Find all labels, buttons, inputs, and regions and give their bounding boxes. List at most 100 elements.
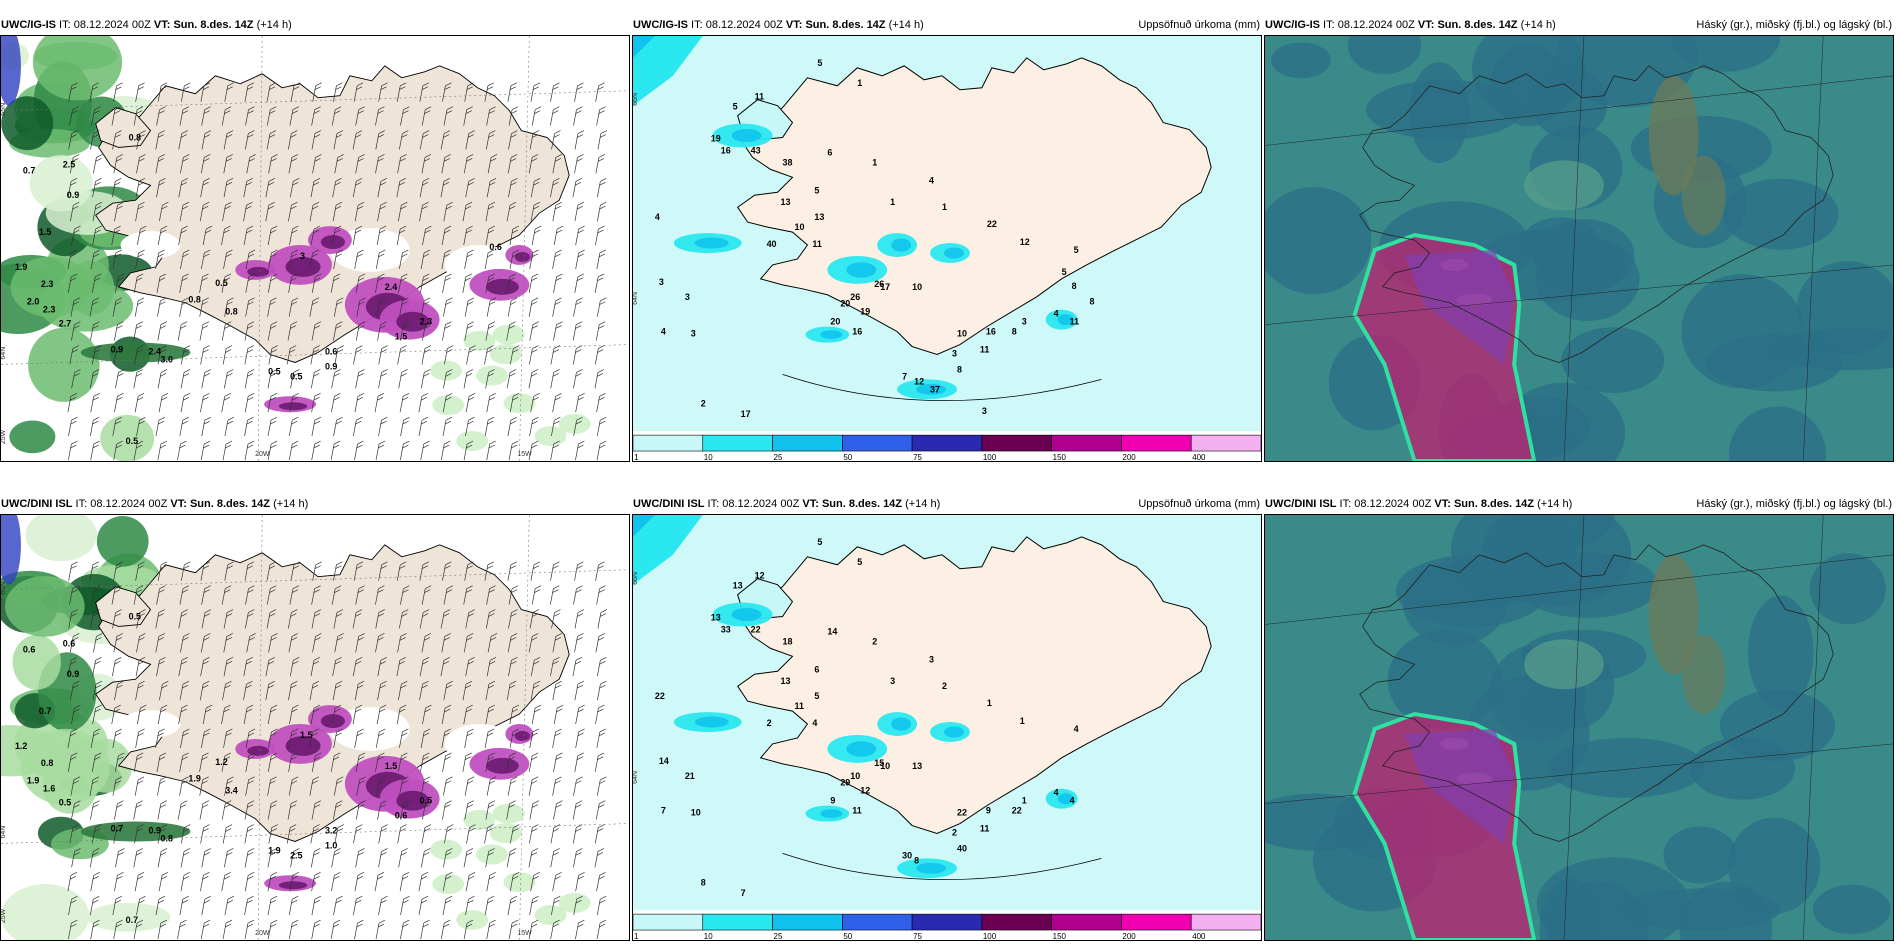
wind-barb-flag bbox=[270, 297, 277, 302]
wind-barb bbox=[440, 660, 445, 677]
wind-barb bbox=[573, 851, 577, 868]
wind-barb-flag bbox=[575, 349, 582, 353]
wind-barb bbox=[596, 300, 601, 317]
wind-barb-flag bbox=[247, 589, 254, 593]
wind-barb-flag bbox=[270, 349, 277, 353]
wind-barb bbox=[486, 444, 491, 461]
wind-barb-flag bbox=[376, 396, 384, 401]
wind-barb-flag bbox=[423, 273, 430, 278]
wind-barb bbox=[528, 157, 533, 174]
wind-barb-flag bbox=[509, 752, 516, 757]
wind-barb-flag bbox=[598, 824, 605, 828]
wind-barb bbox=[443, 779, 447, 796]
wind-barb-flag bbox=[292, 919, 299, 924]
wind-barb bbox=[156, 660, 160, 677]
wind-barb-flag bbox=[313, 613, 321, 617]
wind-barb-flag bbox=[292, 565, 300, 570]
wind-barb-flag bbox=[92, 804, 99, 808]
wind-barb bbox=[485, 133, 490, 150]
wind-barb bbox=[550, 348, 555, 365]
wind-barb-flag bbox=[445, 589, 453, 593]
wind-barb-flag bbox=[489, 919, 496, 924]
wind-barb bbox=[442, 396, 447, 413]
wind-barb bbox=[309, 300, 314, 317]
wind-barb-flag bbox=[487, 756, 494, 761]
wind-barb bbox=[180, 348, 185, 365]
wind-barb-flag bbox=[181, 178, 188, 182]
wind-barb-flag bbox=[71, 609, 78, 613]
wind-barb-flag bbox=[292, 852, 299, 856]
wind-barb-flag bbox=[379, 660, 386, 665]
wind-barb-flag bbox=[379, 205, 386, 210]
wind-barb bbox=[443, 109, 448, 126]
wind-barb-flag bbox=[422, 277, 429, 282]
wind-barb-flag bbox=[467, 420, 474, 425]
wind-barb-flag bbox=[226, 565, 233, 570]
wind-barb-flag bbox=[380, 565, 387, 570]
wind-barb bbox=[244, 372, 249, 389]
wind-barb-flag bbox=[356, 178, 363, 182]
wind-barb bbox=[113, 348, 118, 365]
wind-barb-flag bbox=[422, 82, 429, 87]
wind-barb bbox=[397, 636, 401, 653]
wind-barb-flag bbox=[599, 872, 606, 876]
wind-barb-flag bbox=[335, 732, 342, 737]
wind-barb-flag bbox=[72, 301, 80, 306]
wind-barb bbox=[420, 252, 425, 269]
wind-barb-flag bbox=[289, 828, 296, 832]
wind-barb-flag bbox=[115, 158, 123, 162]
wind-barb bbox=[594, 755, 599, 772]
wind-barb-flag bbox=[313, 110, 320, 114]
wind-barb bbox=[111, 181, 116, 198]
wind-barb-flag bbox=[204, 106, 211, 110]
wind-barb-flag bbox=[400, 561, 407, 566]
wind-barb-flag bbox=[531, 349, 538, 353]
wind-barb bbox=[330, 923, 335, 940]
map-area: 5 5 12 13 13 33 22 18 13 6 14 11 5 4 2 3 3 2 2 15 29 22 14 21 7 1… bbox=[632, 514, 1262, 941]
wind-barb bbox=[156, 755, 161, 772]
wind-barb-flag bbox=[291, 154, 299, 158]
wind-barb-flag bbox=[597, 277, 604, 282]
wind-barb-flag bbox=[161, 393, 169, 397]
wind-barb-flag bbox=[92, 253, 100, 258]
wind-barb bbox=[243, 708, 248, 725]
precip-value: 0.5 bbox=[420, 796, 432, 806]
wind-barb-flag bbox=[314, 609, 322, 613]
wind-barb bbox=[553, 755, 557, 772]
wind-barb-flag bbox=[158, 895, 166, 900]
wind-barb-flag bbox=[576, 565, 583, 570]
wind-barb bbox=[464, 731, 468, 748]
wind-barb-flag bbox=[380, 178, 387, 182]
init-time: 08.12.2024 00Z bbox=[1337, 19, 1415, 31]
wind-barb-flag bbox=[446, 201, 453, 206]
wind-barb-flag bbox=[378, 609, 385, 613]
wind-barb-flag bbox=[422, 178, 430, 182]
wind-barb bbox=[332, 324, 337, 341]
wind-barb-flag bbox=[447, 824, 454, 828]
wind-barb-flag bbox=[248, 297, 255, 302]
wind-barb-flag bbox=[180, 181, 187, 186]
wind-barb bbox=[399, 252, 403, 269]
wind-barb bbox=[355, 109, 360, 126]
wind-barb-flag bbox=[531, 158, 538, 162]
wind-barb bbox=[179, 755, 184, 772]
wind-barb-flag bbox=[555, 708, 563, 713]
wind-barb bbox=[179, 420, 184, 437]
wind-barb-flag bbox=[486, 86, 494, 91]
green-precip-cell bbox=[534, 426, 567, 447]
wind-barb-flag bbox=[467, 800, 474, 804]
wind-barb-flag bbox=[533, 201, 541, 206]
low-cloud-area bbox=[1532, 219, 1635, 292]
wind-barb bbox=[530, 181, 535, 198]
latitude-label: 65N bbox=[1, 582, 7, 595]
wind-barb-flag bbox=[508, 277, 515, 282]
wind-barb-flag bbox=[180, 660, 187, 665]
wind-barb-flag bbox=[312, 201, 320, 206]
wind-barb bbox=[463, 157, 468, 174]
wind-barb-flag bbox=[291, 201, 298, 206]
wind-barb-flag bbox=[488, 704, 495, 709]
wind-barb-flag bbox=[488, 134, 495, 138]
wind-barb-flag bbox=[423, 776, 431, 781]
wind-barb bbox=[442, 85, 446, 102]
wind-barb bbox=[485, 205, 490, 222]
